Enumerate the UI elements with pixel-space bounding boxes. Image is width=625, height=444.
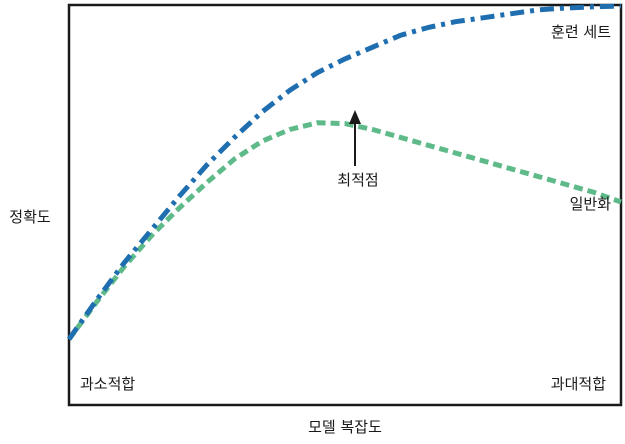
y-axis-label: 정확도: [9, 208, 51, 226]
series-layer: [66, 3, 622, 341]
series-line-0: [66, 3, 622, 341]
series-line-1: [66, 120, 622, 341]
underfitting-label: 과소적합: [80, 375, 135, 393]
x-axis-label: 모델 복잡도: [308, 418, 382, 436]
plot-frame: [67, 3, 623, 407]
optimum-arrowhead: [349, 110, 361, 124]
series-label-train: 훈련 세트: [551, 23, 611, 41]
overfitting-label: 과대적합: [551, 375, 606, 393]
series-label-generalization: 일반화: [570, 195, 612, 213]
optimum-label: 최적점: [337, 171, 378, 189]
